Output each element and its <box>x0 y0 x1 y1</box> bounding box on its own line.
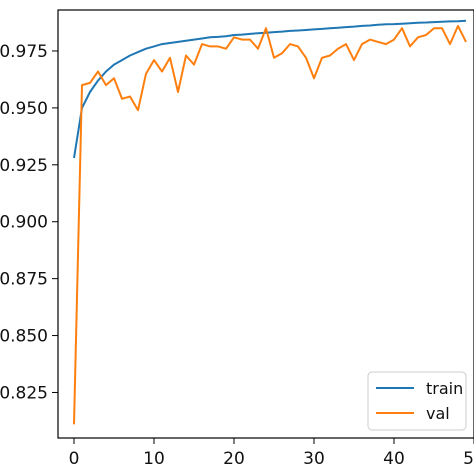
series-line-train <box>73 19 467 159</box>
legend-box <box>367 371 467 431</box>
x-tick-label: 0 <box>69 449 80 469</box>
plot-frame <box>57 9 474 439</box>
y-tick-label: 0.850 <box>0 327 48 347</box>
series-layer <box>73 19 467 425</box>
y-tick-label: 0.950 <box>0 99 48 119</box>
y-tick-label: 0.975 <box>0 42 48 62</box>
y-tick-label: 0.925 <box>0 156 48 176</box>
y-tick-label: 0.875 <box>0 270 48 290</box>
x-tick-label: 50 <box>463 449 474 469</box>
legend-label-train: train <box>426 379 463 398</box>
x-tick-label: 10 <box>143 449 165 469</box>
legend-label-val: val <box>426 404 450 423</box>
legend: train val <box>367 371 467 431</box>
y-tick-label: 0.900 <box>0 213 48 233</box>
y-tick-label: 0.825 <box>0 383 48 403</box>
x-tick-label: 20 <box>223 449 245 469</box>
ticks-layer: 0 10 20 30 40 50 0.825 0.850 0.875 0.900 0.925 0.95… <box>0 42 474 469</box>
series-line-val <box>73 24 467 425</box>
x-tick-label: 30 <box>303 449 325 469</box>
x-tick-label: 40 <box>383 449 405 469</box>
